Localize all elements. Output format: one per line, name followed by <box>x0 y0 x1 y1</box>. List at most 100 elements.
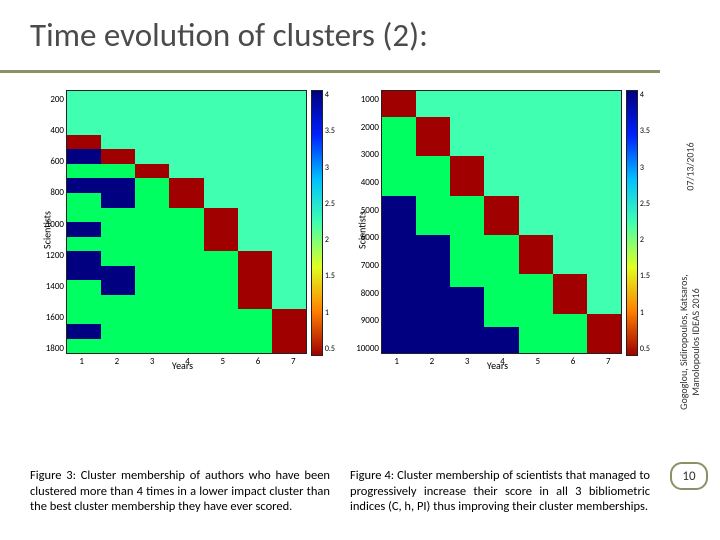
heatmap-cell <box>135 309 169 324</box>
heatmap-cell <box>272 135 306 150</box>
heatmap-cell <box>382 196 416 209</box>
heatmap-cell <box>587 130 621 143</box>
heatmap-cell <box>169 222 203 237</box>
colorbar-tick: 2.5 <box>640 199 650 209</box>
heatmap-cell <box>382 222 416 235</box>
heatmap-cell <box>101 193 135 208</box>
heatmap-cell <box>587 196 621 209</box>
colorbar-tick: 1 <box>325 308 335 318</box>
heatmap-cell <box>416 235 450 248</box>
heatmap-cell <box>519 183 553 196</box>
heatmap-cell <box>416 222 450 235</box>
heatmap-cell <box>382 209 416 222</box>
chart-right-plot <box>381 90 622 354</box>
axis-tick: 800 <box>50 187 64 198</box>
heatmap-cell <box>101 164 135 179</box>
heatmap-cell <box>238 149 272 164</box>
heatmap-cell <box>101 91 135 106</box>
heatmap-cell <box>519 340 553 353</box>
heatmap-cell <box>553 130 587 143</box>
heatmap-cell <box>101 222 135 237</box>
heatmap-cell <box>553 327 587 340</box>
heatmap-cell <box>382 327 416 340</box>
axis-tick: 1600 <box>46 312 64 323</box>
heatmap-cell <box>587 274 621 287</box>
heatmap-cell <box>135 193 169 208</box>
heatmap-cell <box>416 261 450 274</box>
axis-tick: 1000 <box>361 94 379 105</box>
heatmap-cell <box>67 193 101 208</box>
colorbar-tick: 0.5 <box>640 344 650 354</box>
heatmap-cell <box>519 222 553 235</box>
colorbar-tick: 3 <box>640 163 650 173</box>
chart-left-colorbar: 43.532.521.510.5 <box>311 90 335 354</box>
heatmap-cell <box>382 91 416 104</box>
heatmap-cell <box>587 209 621 222</box>
heatmap-cell <box>204 295 238 310</box>
heatmap-cell <box>519 196 553 209</box>
heatmap-cell <box>67 280 101 295</box>
axis-tick: 600 <box>50 156 64 167</box>
colorbar-tick: 3.5 <box>325 126 335 136</box>
heatmap-cell <box>450 301 484 314</box>
colorbar-tick: 1 <box>640 308 650 318</box>
heatmap-cell <box>519 143 553 156</box>
heatmap-cell <box>101 135 135 150</box>
heatmap-cell <box>67 295 101 310</box>
heatmap-cell <box>238 120 272 135</box>
heatmap-cell <box>382 340 416 353</box>
chart-right-colorbar: 43.532.521.510.5 <box>626 90 650 354</box>
heatmap-cell <box>238 208 272 223</box>
chart-right-xlabel: Years <box>487 359 508 372</box>
heatmap-cell <box>416 143 450 156</box>
heatmap-cell <box>450 143 484 156</box>
heatmap-cell <box>382 261 416 274</box>
heatmap-cell <box>416 170 450 183</box>
heatmap-cell <box>587 287 621 300</box>
axis-tick: 7 <box>276 356 311 370</box>
axis-tick: 1200 <box>46 250 64 261</box>
heatmap-cell <box>272 237 306 252</box>
heatmap-cell <box>135 164 169 179</box>
chart-row: Scientists 20040060080010001200140016001… <box>30 90 650 370</box>
heatmap-cell <box>101 339 135 354</box>
heatmap-cell <box>416 340 450 353</box>
heatmap-cell <box>101 309 135 324</box>
colorbar-tick: 4 <box>325 90 335 100</box>
heatmap-cell <box>67 178 101 193</box>
heatmap-cell <box>484 196 518 209</box>
heatmap-cell <box>587 143 621 156</box>
heatmap-cell <box>101 295 135 310</box>
heatmap-cell <box>101 106 135 121</box>
heatmap-cell <box>382 274 416 287</box>
colorbar-tick: 2 <box>325 235 335 245</box>
heatmap-cell <box>484 91 518 104</box>
authors-l2: Manolopoulos IDEAS 2016 <box>689 288 702 395</box>
axis-tick: 2 <box>414 356 449 370</box>
heatmap-cell <box>519 104 553 117</box>
heatmap-cell <box>169 237 203 252</box>
slide-date: 07/13/2016 <box>684 112 697 222</box>
heatmap-cell <box>450 130 484 143</box>
heatmap-cell <box>135 91 169 106</box>
heatmap-cell <box>587 117 621 130</box>
heatmap-cell <box>484 222 518 235</box>
heatmap-cell <box>101 120 135 135</box>
heatmap-cell <box>484 170 518 183</box>
heatmap-cell <box>519 274 553 287</box>
heatmap-cell <box>553 183 587 196</box>
heatmap-cell <box>382 235 416 248</box>
heatmap-cell <box>204 208 238 223</box>
heatmap-cell <box>238 339 272 354</box>
heatmap-cell <box>272 280 306 295</box>
heatmap-cell <box>587 301 621 314</box>
heatmap-cell <box>135 324 169 339</box>
heatmap-cell <box>553 170 587 183</box>
page-title: Time evolution of clusters (2): <box>30 15 428 55</box>
heatmap-cell <box>587 91 621 104</box>
heatmap-cell <box>416 248 450 261</box>
heatmap-cell <box>204 266 238 281</box>
heatmap-cell <box>587 314 621 327</box>
colorbar-tick: 4 <box>640 90 650 100</box>
heatmap-cell <box>553 117 587 130</box>
